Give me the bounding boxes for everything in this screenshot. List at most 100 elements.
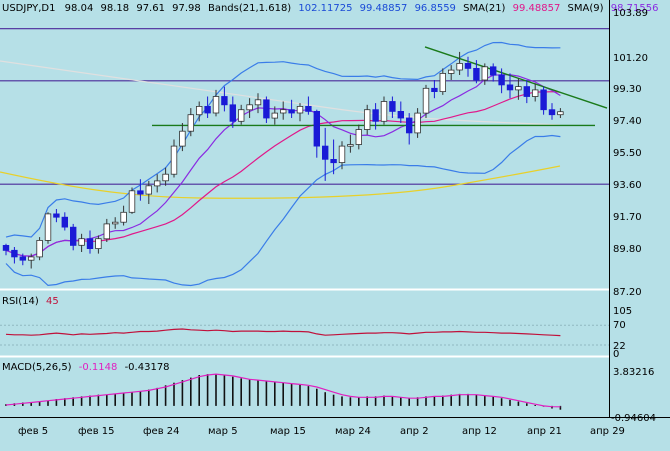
rsi-line[interactable] bbox=[5, 328, 561, 337]
candle-body-bull bbox=[44, 213, 52, 241]
candle[interactable] bbox=[70, 223, 77, 251]
ohlc-open: 98.04 bbox=[65, 3, 94, 14]
candle[interactable] bbox=[179, 123, 186, 152]
macd-axis[interactable]: 3.83216 -0.94604 bbox=[611, 367, 656, 424]
candle[interactable] bbox=[271, 106, 278, 125]
candle-body-bear bbox=[405, 117, 413, 134]
date-tick: фев 5 bbox=[18, 426, 48, 437]
rsi-tick: 105 bbox=[613, 306, 632, 317]
candle[interactable] bbox=[439, 68, 446, 95]
candle[interactable] bbox=[372, 103, 379, 130]
candle[interactable] bbox=[515, 78, 522, 100]
candle[interactable] bbox=[237, 104, 245, 125]
candle[interactable] bbox=[321, 127, 329, 181]
long-ma-line[interactable] bbox=[0, 60, 561, 126]
macd-signal-line[interactable] bbox=[5, 373, 561, 408]
candle[interactable] bbox=[137, 179, 144, 201]
candle-body-bull bbox=[78, 238, 85, 246]
candle[interactable] bbox=[61, 212, 68, 231]
candle[interactable] bbox=[422, 84, 430, 118]
candle[interactable] bbox=[506, 73, 514, 99]
candle[interactable] bbox=[170, 139, 178, 178]
candle[interactable] bbox=[95, 235, 102, 254]
candle[interactable] bbox=[431, 80, 438, 99]
candle[interactable] bbox=[2, 243, 10, 256]
bollinger-upper[interactable] bbox=[5, 41, 561, 238]
candle[interactable] bbox=[279, 101, 287, 120]
candle[interactable] bbox=[456, 51, 463, 75]
date-tick: апр 2 bbox=[400, 426, 429, 437]
candle[interactable] bbox=[557, 108, 564, 118]
candle[interactable] bbox=[254, 93, 262, 114]
candle-body-bear bbox=[313, 111, 320, 147]
candle[interactable] bbox=[498, 68, 505, 94]
candle[interactable] bbox=[548, 103, 556, 120]
candle[interactable] bbox=[288, 99, 295, 118]
rsi-pane[interactable] bbox=[0, 292, 609, 354]
candle[interactable] bbox=[187, 108, 194, 137]
candle[interactable] bbox=[532, 83, 539, 102]
candle[interactable] bbox=[204, 96, 211, 119]
date-axis[interactable]: фев 5 фев 15 фев 24 мар 5 мар 15 мар 24 … bbox=[18, 426, 625, 437]
candle[interactable] bbox=[162, 167, 169, 186]
candle[interactable] bbox=[355, 124, 362, 150]
candle[interactable] bbox=[195, 101, 203, 122]
candle[interactable] bbox=[103, 218, 110, 242]
rsi-axis[interactable]: 105 70 22 0 bbox=[613, 306, 632, 360]
price-axis[interactable]: 103.89 101.20 99.30 97.40 95.50 93.60 91… bbox=[613, 8, 648, 298]
sma9-label: SMA(9) bbox=[568, 3, 604, 14]
candle[interactable] bbox=[19, 253, 26, 266]
candle[interactable] bbox=[473, 60, 480, 84]
resistance-trend-line[interactable] bbox=[424, 46, 608, 109]
candle[interactable] bbox=[489, 63, 497, 82]
candle[interactable] bbox=[53, 209, 60, 223]
macd-pane[interactable] bbox=[0, 359, 609, 417]
candle[interactable] bbox=[313, 109, 320, 158]
candle[interactable] bbox=[464, 56, 472, 77]
symbol-label: USDJPY,D1 bbox=[2, 3, 55, 14]
candle[interactable] bbox=[27, 253, 35, 269]
candle[interactable] bbox=[86, 230, 94, 254]
macd-label: MACD(5,26,5) bbox=[2, 362, 72, 373]
candle[interactable] bbox=[212, 89, 220, 117]
candle[interactable] bbox=[481, 63, 488, 85]
candle[interactable] bbox=[263, 96, 270, 124]
candle[interactable] bbox=[36, 237, 43, 261]
sma21-value: 99.48857 bbox=[513, 3, 561, 14]
bollinger-lower[interactable] bbox=[5, 134, 561, 287]
candle[interactable] bbox=[363, 104, 371, 135]
macd-value-2: -0.43178 bbox=[125, 362, 170, 373]
candle[interactable] bbox=[389, 96, 396, 119]
candle-body-bull bbox=[439, 73, 446, 93]
candle[interactable] bbox=[78, 233, 85, 252]
candle[interactable] bbox=[405, 113, 413, 145]
candle[interactable] bbox=[347, 134, 354, 153]
candle[interactable] bbox=[153, 174, 161, 193]
candle-body-bear bbox=[431, 87, 438, 93]
candle[interactable] bbox=[112, 217, 119, 229]
candle[interactable] bbox=[229, 96, 236, 128]
sma9-value: 98.71556 bbox=[611, 3, 659, 14]
candle[interactable] bbox=[397, 101, 404, 124]
candle-body-bull bbox=[246, 104, 253, 111]
candle[interactable] bbox=[145, 180, 152, 204]
candle[interactable] bbox=[305, 96, 312, 115]
candle-body-bull bbox=[447, 69, 455, 74]
candle[interactable] bbox=[540, 86, 547, 115]
candle[interactable] bbox=[523, 80, 530, 104]
candle[interactable] bbox=[246, 98, 253, 118]
candle[interactable] bbox=[296, 103, 304, 122]
candle[interactable] bbox=[11, 247, 18, 264]
candle[interactable] bbox=[330, 139, 337, 175]
candle[interactable] bbox=[414, 108, 421, 138]
yellow-ma-line[interactable] bbox=[0, 165, 561, 199]
candle[interactable] bbox=[120, 205, 127, 226]
candle[interactable] bbox=[380, 96, 388, 125]
candle[interactable] bbox=[447, 65, 455, 80]
candle[interactable] bbox=[338, 141, 346, 170]
candle[interactable] bbox=[44, 212, 52, 244]
candle[interactable] bbox=[221, 86, 228, 112]
candle[interactable] bbox=[128, 187, 136, 214]
